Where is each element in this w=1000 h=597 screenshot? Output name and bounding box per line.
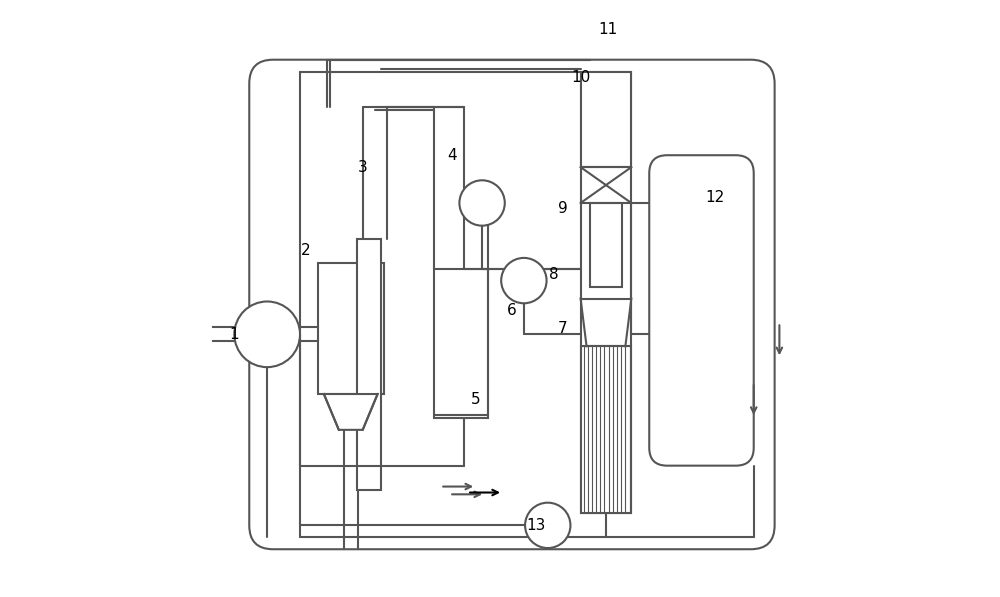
Text: 4: 4	[447, 147, 457, 163]
Text: 2: 2	[301, 243, 311, 259]
Bar	[581, 346, 631, 513]
FancyBboxPatch shape	[249, 60, 775, 549]
Text: 8: 8	[549, 267, 559, 282]
Text: 7: 7	[558, 321, 567, 336]
Bar	[581, 72, 631, 513]
Circle shape	[459, 180, 505, 226]
Text: 1: 1	[230, 327, 239, 342]
Text: 3: 3	[358, 159, 368, 175]
Text: 5: 5	[471, 392, 481, 408]
FancyBboxPatch shape	[649, 155, 754, 466]
Bar	[590, 203, 622, 287]
Bar	[357, 239, 381, 490]
Text: 12: 12	[705, 189, 725, 205]
Text: 6: 6	[507, 303, 517, 318]
Circle shape	[525, 503, 570, 548]
Circle shape	[234, 301, 300, 367]
Text: 10: 10	[571, 70, 590, 85]
Bar	[581, 72, 631, 167]
Bar	[434, 269, 488, 418]
Text: 9: 9	[558, 201, 568, 217]
Polygon shape	[324, 394, 378, 430]
Text: 13: 13	[526, 518, 546, 533]
Circle shape	[501, 258, 547, 303]
Text: 11: 11	[598, 22, 617, 38]
Bar	[318, 263, 384, 394]
